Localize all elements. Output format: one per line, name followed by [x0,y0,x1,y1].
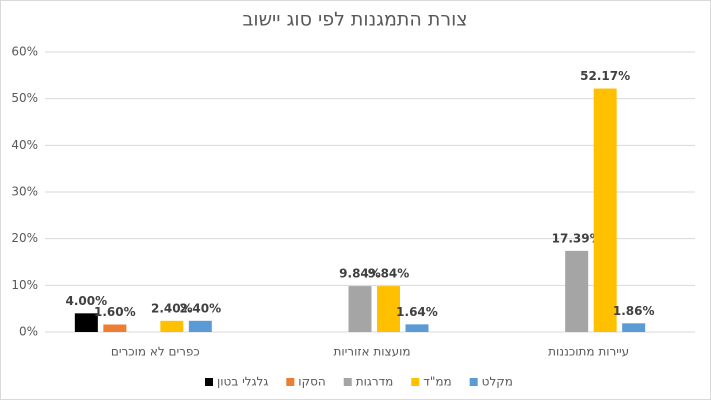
value-label: 4.00% [66,294,108,308]
y-tick-label: 60% [11,45,38,59]
legend-label: הסקו [298,375,325,389]
value-label: 1.60% [94,305,136,319]
bar [593,88,617,332]
legend-label: גלגלי בטון [217,375,268,389]
value-label: 9.84% [368,267,410,281]
x-tick-label: עיירות מתוכננות [548,345,629,359]
x-tick-label: מועצות אזוריות [333,345,410,359]
value-label: 9.84% [339,267,381,281]
y-tick-label: 0% [19,325,38,339]
y-tick-label: 20% [11,231,38,245]
legend-label: ממ"ד [423,375,451,389]
chart-title: צורת התמגנות לפי סוג יישוב [242,9,467,31]
legend-swatch [286,378,295,386]
y-tick-label: 30% [11,185,38,199]
value-label: 1.64% [396,305,438,319]
bar [622,323,646,332]
y-tick-label: 10% [11,278,38,292]
legend-label: מקלט [482,375,513,389]
legend-swatch [205,378,213,386]
value-label: 1.86% [613,304,655,318]
bar [565,250,589,332]
value-label: 2.40% [151,301,193,315]
bar [377,286,400,332]
legend-label: מדרגות [356,375,394,389]
legend-swatch [469,378,478,386]
bar [405,324,429,332]
value-label: 52.17% [580,69,630,83]
y-tick-label: 40% [11,138,38,152]
y-tick-label: 50% [11,91,38,105]
bar [103,324,127,332]
x-tick-label: כפרים לא מוכרים [111,345,200,359]
bar [188,320,212,332]
bar [74,313,98,332]
value-label: 17.39% [552,231,602,245]
value-label: 2.40% [180,301,222,315]
bar [160,320,184,332]
legend-swatch [411,378,420,386]
legend-swatch [343,378,352,386]
bar [348,286,372,332]
